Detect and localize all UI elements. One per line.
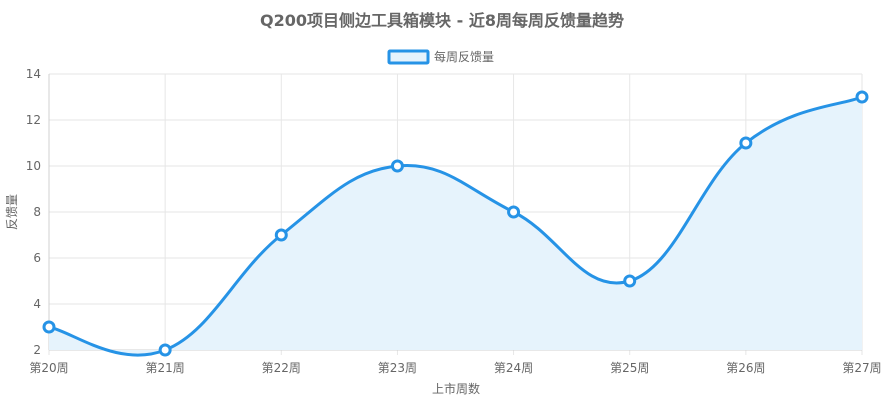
x-tick-label: 第24周 <box>494 361 533 375</box>
area-fill <box>49 97 862 356</box>
data-point[interactable] <box>274 228 288 242</box>
y-tick-label: 14 <box>26 67 41 81</box>
y-tick-label: 2 <box>33 343 41 357</box>
x-tick-label: 第25周 <box>610 361 649 375</box>
x-tick-label: 第23周 <box>378 361 417 375</box>
y-tick-label: 12 <box>26 113 41 127</box>
series-path <box>48 95 863 357</box>
data-point[interactable] <box>507 205 521 219</box>
data-point[interactable] <box>390 159 404 173</box>
legend[interactable]: 每周反馈量 <box>387 49 494 65</box>
data-point[interactable] <box>623 274 637 288</box>
y-tick-label: 4 <box>33 297 41 311</box>
y-tick-label: 10 <box>26 159 41 173</box>
legend-label: 每周反馈量 <box>434 49 494 64</box>
y-tick-label: 6 <box>33 251 41 265</box>
data-point[interactable] <box>158 343 172 357</box>
chart-title: Q200项目侧边工具箱模块 - 近8周每周反馈量趋势 <box>260 11 624 30</box>
data-point[interactable] <box>42 320 56 334</box>
x-tick-label: 第26周 <box>726 361 765 375</box>
x-axis-title: 上市周数 <box>432 381 480 396</box>
y-axis-ticks: 2 4 6 8 10 12 14 <box>26 67 41 357</box>
data-point[interactable] <box>855 90 869 104</box>
x-tick-label: 第22周 <box>262 361 301 375</box>
y-tick-label: 8 <box>33 205 41 219</box>
x-tick-label: 第20周 <box>29 361 68 375</box>
data-points <box>42 90 869 357</box>
x-tick-label: 第21周 <box>146 361 185 375</box>
x-tick-label: 第27周 <box>842 361 881 375</box>
y-axis-title: 反馈量 <box>5 194 19 230</box>
legend-swatch <box>387 49 430 65</box>
series-line <box>48 95 863 357</box>
data-point[interactable] <box>739 136 753 150</box>
x-axis-ticks: 第20周 第21周 第22周 第23周 第24周 第25周 第26周 第27周 <box>29 361 881 375</box>
series-area <box>49 97 862 356</box>
